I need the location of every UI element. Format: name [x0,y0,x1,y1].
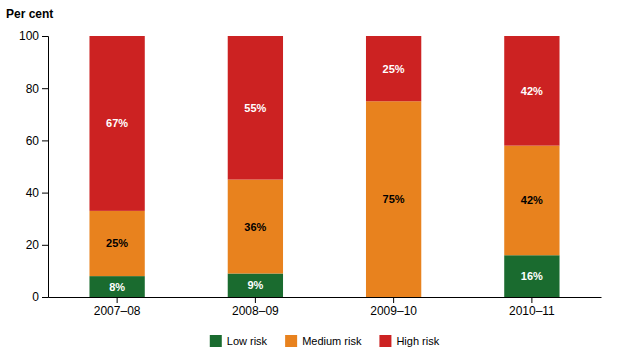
legend-label: Low risk [227,335,268,347]
y-tick-label: 40 [26,186,40,200]
data-label: 42% [521,85,543,97]
y-tick-label: 80 [26,82,40,96]
bars [89,36,559,297]
bar-segment [366,36,421,101]
legend-label: High risk [396,335,439,347]
x-axis: 2007–08 2008–09 2009–10 2010–11 [49,297,602,318]
legend-label: Medium risk [302,335,362,347]
y-tick: 100 [19,29,48,43]
bar-segment [228,36,283,180]
legend-swatch [210,335,222,347]
bar-segment [228,274,283,297]
y-axis-title: Per cent [6,7,53,21]
x-tick: 2007–08 [94,297,141,318]
data-label: 25% [106,237,128,249]
legend-item: Low risk [210,335,268,347]
y-tick: 80 [26,82,48,96]
x-tick-mark [255,297,256,303]
y-tick-mark [42,140,48,141]
x-tick-mark [393,297,394,303]
y-tick: 20 [26,238,48,252]
legend-item: High risk [379,335,439,347]
x-tick-label: 2008–09 [232,304,279,318]
legend-swatch [379,335,391,347]
y-tick-label: 0 [32,290,39,304]
x-tick-label: 2010–11 [509,304,555,318]
y-tick-label: 100 [19,29,39,43]
x-tick-label: 2007–08 [94,304,141,318]
bar-segment [89,36,144,211]
bar-segment [228,180,283,274]
data-label: 75% [383,193,405,205]
y-tick-label: 20 [26,238,40,252]
legend: Low risk Medium risk High risk [210,335,440,347]
series [89,101,559,297]
x-tick: 2008–09 [232,297,279,318]
series [89,255,559,297]
y-tick: 60 [26,134,48,148]
data-label: 25% [383,63,405,75]
bar-segment [89,211,144,276]
data-labels: 8% 9% 16% 25% 36% 75% 42% 67% 55% 25% 42% [106,63,543,293]
data-label: 36% [244,221,266,233]
legend-swatch [285,335,297,347]
plot: 2007–08 2008–09 2009–10 2010–11 0 20 40 60 80 100… [19,29,602,317]
y-tick: 40 [26,186,48,200]
bar-segment [89,276,144,297]
y-tick: 0 [32,290,48,304]
bar-segment [504,36,559,146]
series [89,36,559,211]
data-label: 55% [244,102,266,114]
y-axis-line [42,37,49,298]
bar-segment [504,255,559,297]
x-axis-line [49,297,602,298]
x-tick: 2009–10 [370,297,417,318]
chart: 2007–08 2008–09 2009–10 2010–11 0 20 40 60 80 100… [0,0,617,363]
x-tick-mark [531,297,532,303]
bar-segment [504,146,559,256]
data-label: 42% [521,194,543,206]
x-tick-label: 2009–10 [370,304,417,318]
y-tick-mark [42,297,48,298]
data-label: 16% [521,270,543,282]
data-label: 8% [109,281,125,293]
x-tick: 2010–11 [509,297,555,318]
y-tick-label: 60 [26,134,40,148]
y-tick-mark [42,88,48,89]
data-label: 9% [247,279,263,291]
y-tick-mark [42,193,48,194]
y-tick-mark [42,36,48,37]
bar-segment [366,101,421,297]
legend-item: Medium risk [285,335,362,347]
data-label: 67% [106,117,128,129]
y-tick-mark [42,245,48,246]
y-axis: 0 20 40 60 80 100 [19,29,49,304]
x-tick-mark [117,297,118,303]
